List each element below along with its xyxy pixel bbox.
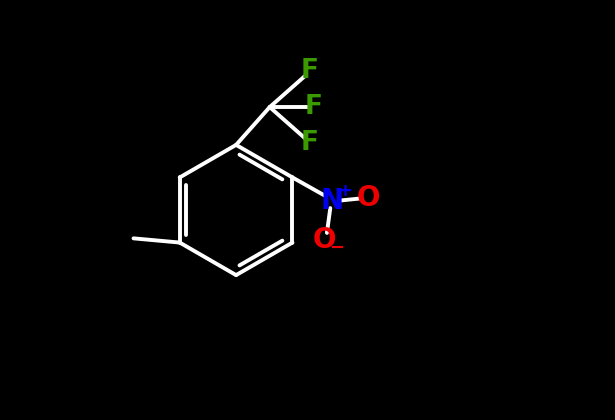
- Text: F: F: [305, 94, 323, 120]
- Text: N: N: [321, 186, 344, 215]
- Text: F: F: [301, 130, 319, 156]
- Text: +: +: [336, 182, 352, 200]
- Text: O: O: [313, 226, 336, 255]
- Text: O: O: [356, 184, 380, 213]
- Text: −: −: [329, 239, 344, 257]
- Text: F: F: [301, 58, 319, 84]
